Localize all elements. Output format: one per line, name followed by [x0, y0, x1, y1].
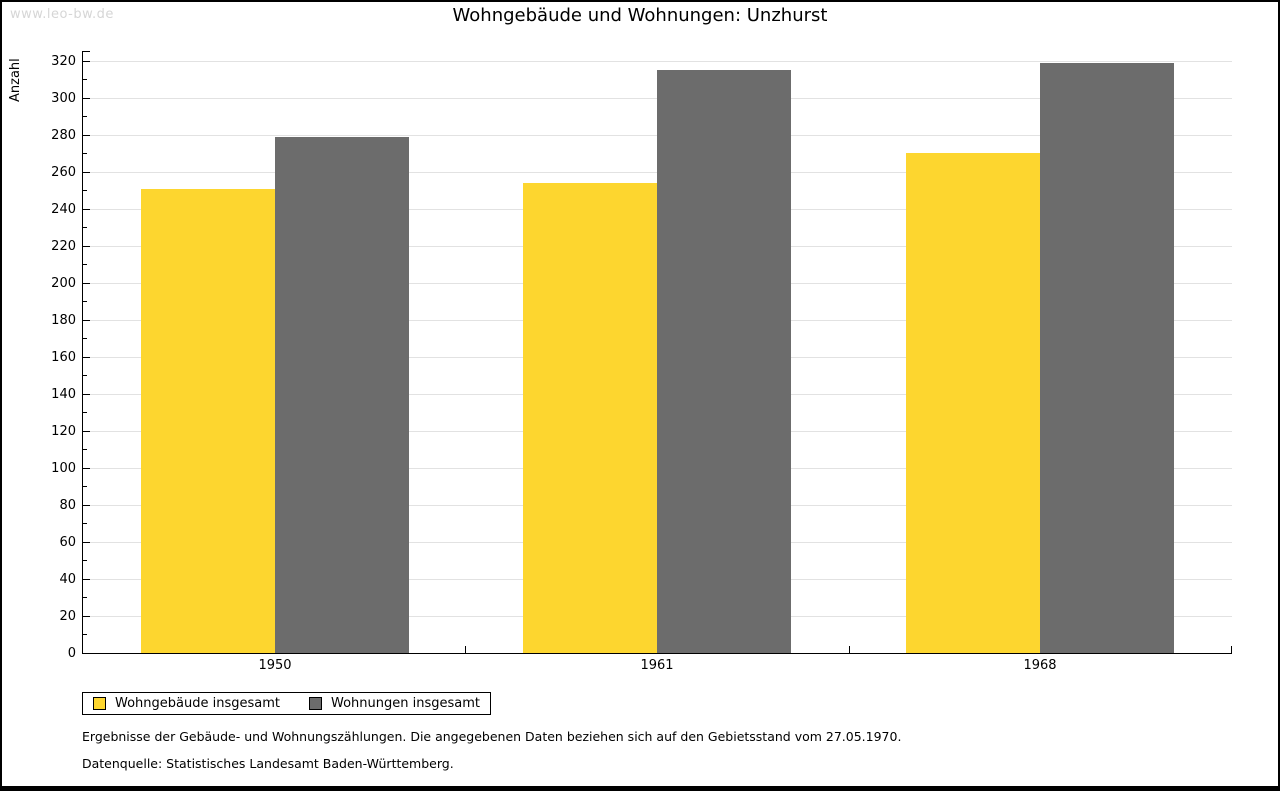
y-tick-label-100: 100: [51, 461, 76, 476]
legend-item-wohngebaeude: Wohngebäude insgesamt: [93, 696, 309, 711]
y-tick-label-300: 300: [51, 91, 76, 106]
y-minor-tick-190: [83, 301, 87, 302]
y-major-tick-260: [83, 172, 90, 173]
y-major-tick-20: [83, 616, 90, 617]
y-minor-tick-210: [83, 264, 87, 265]
legend-swatch-gray: [309, 697, 322, 710]
chart-legend: Wohngebäude insgesamt Wohnungen insgesam…: [82, 692, 491, 715]
y-tick-label-80: 80: [59, 498, 76, 513]
y-major-tick-40: [83, 579, 90, 580]
y-major-tick-140: [83, 394, 90, 395]
y-tick-label-140: 140: [51, 387, 76, 402]
bar-1968-wohnungen: [1040, 63, 1174, 653]
y-axis-line: [82, 51, 83, 654]
x-category-label-1968: 1968: [1023, 658, 1057, 673]
y-tick-label-260: 260: [51, 165, 76, 180]
x-axis-tick-2: [1231, 646, 1232, 654]
y-axis-tick-labels: 0 20 40 60 80 100 120 140 160 180 200 220 240 260 280 3…: [2, 49, 76, 660]
y-major-tick-60: [83, 542, 90, 543]
y-minor-tick-50: [83, 560, 87, 561]
y-major-tick-120: [83, 431, 90, 432]
legend-label: Wohngebäude insgesamt: [115, 696, 280, 711]
y-minor-tick-70: [83, 523, 87, 524]
legend-item-wohnungen: Wohnungen insgesamt: [309, 696, 480, 711]
y-major-tick-80: [83, 505, 90, 506]
y-tick-label-320: 320: [51, 54, 76, 69]
y-major-tick-180: [83, 320, 90, 321]
chart-title: Wohngebäude und Wohnungen: Unzhurst: [452, 5, 828, 26]
x-axis-tick-0: [465, 646, 466, 654]
y-major-tick-100: [83, 468, 90, 469]
y-minor-tick-30: [83, 597, 87, 598]
y-tick-label-240: 240: [51, 202, 76, 217]
y-minor-tick-130: [83, 412, 87, 413]
legend-label: Wohnungen insgesamt: [331, 696, 480, 711]
x-category-label-1950: 1950: [258, 658, 292, 673]
y-minor-tick-250: [83, 190, 87, 191]
bar-1961-wohnungen: [657, 70, 791, 653]
y-tick-label-20: 20: [59, 609, 76, 624]
y-minor-tick-150: [83, 375, 87, 376]
y-major-tick-240: [83, 209, 90, 210]
y-major-tick-160: [83, 357, 90, 358]
legend-swatch-yellow: [93, 697, 106, 710]
bar-1961-wohngebaeude: [523, 183, 657, 653]
gridline-y-320: [83, 61, 1232, 62]
y-minor-tick-230: [83, 227, 87, 228]
y-tick-label-120: 120: [51, 424, 76, 439]
y-major-tick-300: [83, 98, 90, 99]
y-minor-tick-10: [83, 634, 87, 635]
y-tick-label-40: 40: [59, 572, 76, 587]
y-major-tick-320: [83, 61, 90, 62]
y-axis-end-tick: [82, 51, 90, 52]
y-tick-label-280: 280: [51, 128, 76, 143]
x-axis-tick-1: [849, 646, 850, 654]
bar-1950-wohnungen: [275, 137, 409, 653]
site-watermark: www.leo-bw.de: [10, 7, 114, 22]
footnote-source: Datenquelle: Statistisches Landesamt Bad…: [82, 756, 454, 771]
y-minor-tick-310: [83, 79, 87, 80]
y-minor-tick-270: [83, 153, 87, 154]
plot-area: 1950 1961 1968: [82, 51, 1232, 673]
x-category-label-1961: 1961: [640, 658, 674, 673]
y-major-tick-200: [83, 283, 90, 284]
y-major-tick-280: [83, 135, 90, 136]
y-tick-label-160: 160: [51, 350, 76, 365]
y-minor-tick-290: [83, 116, 87, 117]
footnote-note: Ergebnisse der Gebäude- und Wohnungszähl…: [82, 729, 902, 744]
y-minor-tick-170: [83, 338, 87, 339]
y-minor-tick-90: [83, 486, 87, 487]
x-axis-line: [82, 653, 1232, 654]
y-tick-label-60: 60: [59, 535, 76, 550]
y-tick-label-180: 180: [51, 313, 76, 328]
bar-1968-wohngebaeude: [906, 153, 1040, 653]
y-tick-label-200: 200: [51, 276, 76, 291]
y-tick-label-0: 0: [67, 646, 76, 661]
y-major-tick-220: [83, 246, 90, 247]
y-tick-label-220: 220: [51, 239, 76, 254]
bar-1950-wohngebaeude: [141, 189, 275, 653]
y-minor-tick-110: [83, 449, 87, 450]
